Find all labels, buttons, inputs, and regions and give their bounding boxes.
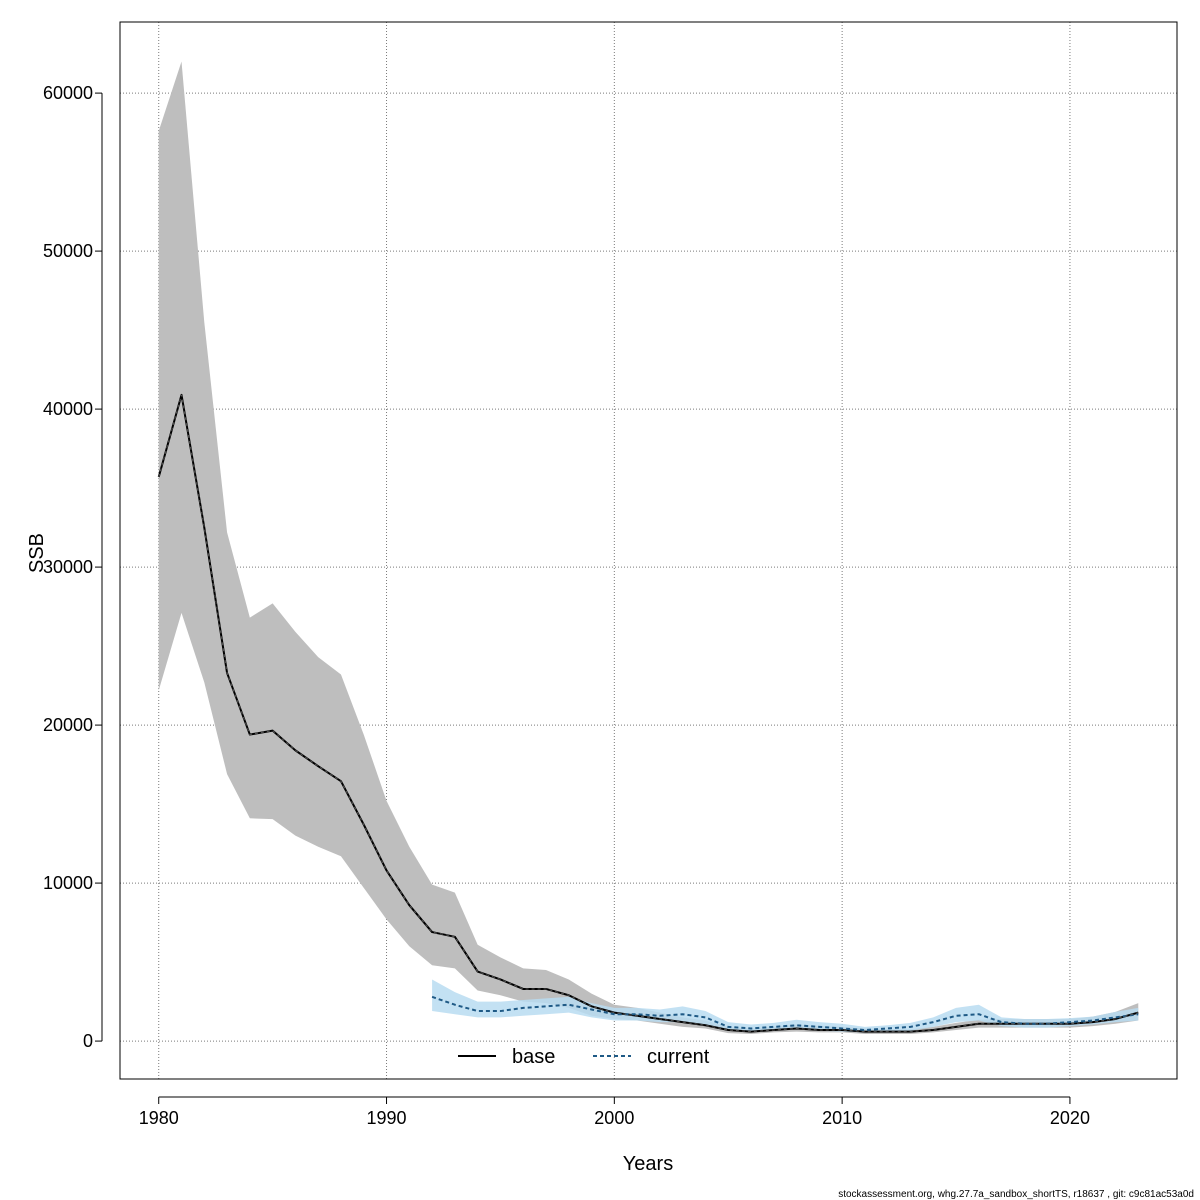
- legend-current-label: current: [647, 1046, 710, 1068]
- x-tick-label: 2000: [594, 1108, 634, 1128]
- x-tick-label: 1990: [367, 1108, 407, 1128]
- series-line-current: [431, 995, 1139, 1032]
- y-tick-label: 60000: [43, 83, 93, 103]
- confidence-band-base: [158, 61, 1139, 1034]
- y-tick-label: 10000: [43, 873, 93, 893]
- x-axis: 1980 1990 2000 2010 2020: [139, 1096, 1090, 1128]
- plot-frame: [119, 21, 1178, 1080]
- legend-base-label: base: [512, 1046, 555, 1068]
- x-tick-label: 2010: [822, 1108, 862, 1128]
- y-axis-title: SSB: [26, 533, 48, 573]
- x-tick-label: 2020: [1050, 1108, 1090, 1128]
- series-line-base-overlay: [158, 394, 1139, 1033]
- footer-credit: stockassessment.org, whg.27.7a_sandbox_s…: [838, 1189, 1194, 1200]
- y-tick-label: 20000: [43, 715, 93, 735]
- legend: base current: [458, 1046, 710, 1068]
- series-lines: [157, 393, 1139, 1033]
- grid-lines: [120, 22, 1177, 1079]
- confidence-band-current: [432, 979, 1139, 1033]
- confidence-bands: [158, 61, 1139, 1034]
- x-tick-label: 1980: [139, 1108, 179, 1128]
- y-tick-label: 40000: [43, 399, 93, 419]
- y-tick-label: 50000: [43, 241, 93, 261]
- y-tick-label: 0: [83, 1031, 93, 1051]
- y-axis: 0 10000 20000 30000 40000 50000 60000: [43, 83, 103, 1051]
- x-axis-title: Years: [623, 1153, 673, 1175]
- y-tick-label: 30000: [43, 557, 93, 577]
